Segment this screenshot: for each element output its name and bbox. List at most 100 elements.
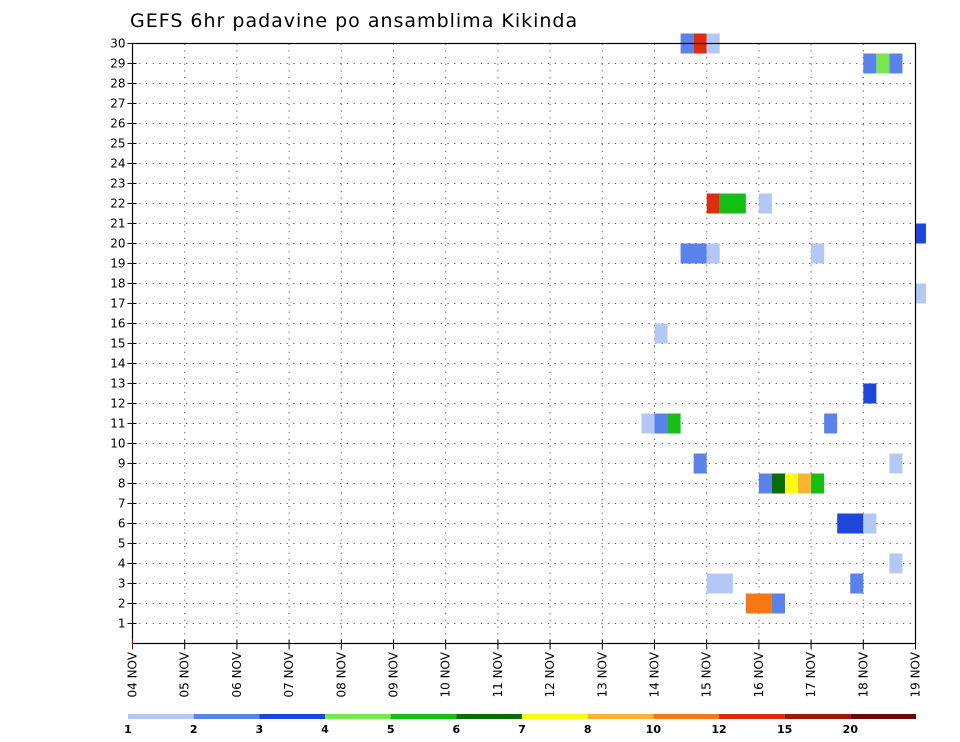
y-tick-label: 17 (110, 297, 125, 311)
precip-cell (915, 283, 926, 304)
y-tick-label: 24 (110, 157, 125, 171)
x-tick-label: 19 NOV (909, 651, 923, 697)
precip-cell (680, 243, 707, 264)
colorbar-swatch (259, 714, 325, 719)
y-tick-label: 3 (118, 577, 126, 591)
y-tick-label: 10 (110, 437, 125, 451)
colorbar-label: 4 (321, 723, 329, 736)
precip-cell (863, 53, 877, 74)
y-tick-label: 28 (110, 77, 125, 91)
y-tick-label: 6 (118, 517, 126, 531)
precip-cell (771, 593, 785, 614)
colorbar-label: 2 (190, 723, 198, 736)
colorbar: 1 2 3 4 5 6 7 8 10 12 15 20 (124, 714, 916, 736)
x-axis: 04 NOV 05 NOV 06 NOV 07 NOV 08 NOV 09 NOV 10 N… (126, 639, 923, 698)
precip-cell (771, 473, 785, 494)
y-tick-label: 26 (110, 117, 125, 131)
colorbar-label: 10 (646, 723, 662, 736)
colorbar-swatch (456, 714, 522, 719)
y-tick-label: 1 (118, 617, 126, 631)
precip-cell (850, 573, 864, 594)
x-tick-label: 16 NOV (752, 651, 766, 697)
colorbar-label: 12 (711, 723, 726, 736)
x-tick-label: 14 NOV (648, 651, 662, 697)
precip-cell (889, 453, 903, 474)
y-tick-label: 5 (118, 537, 126, 551)
x-tick-label: 05 NOV (178, 651, 192, 697)
colorbar-swatch (522, 714, 588, 719)
colorbar-label: 8 (584, 723, 592, 736)
y-tick-label: 15 (110, 337, 125, 351)
x-tick-label: 17 NOV (804, 651, 818, 697)
y-tick-label: 19 (110, 257, 125, 271)
x-tick-label: 10 NOV (439, 651, 453, 697)
y-tick-label: 14 (110, 357, 125, 371)
precip-cell (654, 323, 668, 344)
precip-cell (811, 473, 825, 494)
precip-cell (693, 453, 707, 474)
x-tick-label: 13 NOV (595, 651, 609, 697)
colorbar-swatch (193, 714, 260, 719)
colorbar-swatch (850, 714, 916, 719)
colorbar-label: 20 (843, 723, 859, 736)
precip-cell (863, 383, 877, 404)
colorbar-swatch (784, 714, 851, 719)
precip-cell (798, 473, 812, 494)
y-tick-label: 12 (110, 397, 125, 411)
plot-frame (131, 42, 917, 645)
y-tick-label: 13 (110, 377, 125, 391)
x-tick-label: 08 NOV (334, 651, 348, 697)
precip-cell (876, 53, 890, 74)
precip-cell (863, 513, 877, 534)
precip-cell (745, 593, 772, 614)
colorbar-label: 1 (124, 723, 132, 736)
x-tick-label: 09 NOV (387, 651, 401, 697)
y-tick-label: 16 (110, 317, 125, 331)
colorbar-label: 6 (453, 723, 461, 736)
x-tick-label: 07 NOV (282, 651, 296, 697)
y-tick-label: 23 (110, 177, 125, 191)
x-tick-label: 04 NOV (126, 651, 140, 697)
precip-cell (915, 223, 926, 244)
colorbar-swatch (390, 714, 457, 719)
y-tick-label: 18 (110, 277, 125, 291)
precip-cell (811, 243, 825, 264)
precip-cell (706, 193, 720, 214)
precip-cell (654, 413, 668, 434)
y-tick-label: 8 (118, 477, 126, 491)
precip-cell (719, 193, 746, 214)
precip-cell (667, 413, 681, 434)
x-tick-label: 15 NOV (700, 651, 714, 697)
precip-cell (824, 413, 838, 434)
colorbar-swatch (128, 714, 194, 719)
y-tick-label: 25 (110, 137, 125, 151)
colorbar-label: 15 (777, 723, 792, 736)
precip-cell (706, 573, 733, 594)
y-axis: 1234567891011121314151617181920212223242… (110, 37, 137, 631)
colorbar-label: 3 (256, 723, 264, 736)
x-tick-label: 11 NOV (491, 651, 505, 697)
x-tick-label: 12 NOV (543, 651, 557, 697)
y-tick-label: 7 (118, 497, 126, 511)
y-tick-label: 11 (110, 417, 125, 431)
colorbar-label: 7 (518, 723, 526, 736)
y-tick-label: 21 (110, 217, 125, 231)
y-tick-label: 22 (110, 197, 125, 211)
y-tick-label: 2 (118, 597, 126, 611)
y-tick-label: 27 (110, 97, 125, 111)
y-tick-label: 9 (118, 457, 126, 471)
precip-cell (706, 243, 720, 264)
colorbar-swatch (587, 714, 654, 719)
colorbar-swatch (325, 714, 391, 719)
precip-cell (889, 553, 903, 574)
y-tick-label: 20 (110, 237, 125, 251)
precip-cell (837, 513, 864, 534)
precip-cell (641, 413, 655, 434)
x-tick-label: 06 NOV (230, 651, 244, 697)
colorbar-swatch (719, 714, 785, 719)
precip-cells (641, 33, 926, 614)
y-tick-label: 29 (110, 57, 125, 71)
precip-cell (758, 473, 772, 494)
y-tick-label: 30 (110, 37, 125, 51)
